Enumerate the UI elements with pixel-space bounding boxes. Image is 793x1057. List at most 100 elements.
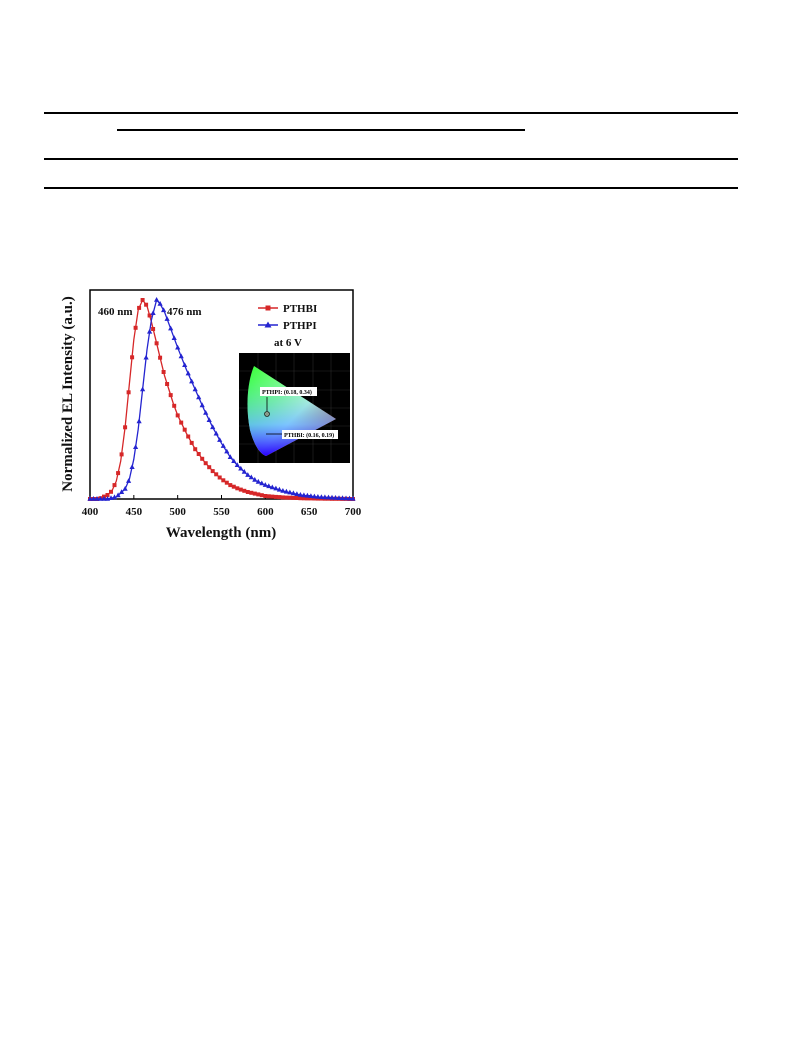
series-marker-pthpi [115,492,121,498]
series-marker-pthpi [227,454,233,459]
series-marker-pthpi [332,495,339,500]
series-marker-pthpi [255,478,261,484]
series-marker-pthbi [119,452,124,457]
series-marker-pthbi [130,355,135,360]
series-marker-pthbi [256,492,261,497]
series-marker-pthbi [217,475,222,480]
series-marker-pthpi [154,297,160,302]
legend-marker-pthpi [264,321,272,328]
series-marker-pthpi [189,378,195,384]
series-marker-pthpi [175,344,181,350]
series-marker-pthpi [168,325,174,331]
series-marker-pthpi [343,495,349,501]
series-marker-pthpi [315,494,321,499]
cie-label-box-pthpi [260,387,317,396]
series-marker-pthpi [248,474,254,480]
series-marker-pthbi [228,483,233,488]
series-marker-pthpi [231,458,237,463]
legend: PTHBI PTHPI at 6 V [258,303,317,349]
series-marker-pthbi [154,341,159,346]
series-marker-pthbi [312,496,317,501]
series-marker-pthpi [150,310,156,315]
series-marker-pthpi [203,410,209,415]
series-marker-pthbi [263,494,268,498]
series-marker-pthbi [116,471,121,476]
series-marker-pthbi [112,483,117,488]
series-marker-pthpi [294,491,300,496]
x-axis-title: Wavelength (nm) [166,525,276,541]
x-tick-label: 650 [301,506,318,518]
series-marker-pthbi [165,382,170,386]
series-marker-pthbi [182,427,187,432]
series-marker-pthbi [291,495,296,500]
series-marker-pthpi [199,402,205,408]
series-marker-pthpi [325,494,332,500]
series-marker-pthpi [241,468,247,474]
series-marker-pthpi [140,386,146,392]
series-marker-pthbi [305,496,310,501]
x-tick-label: 400 [82,506,99,518]
table-mid-rule [44,158,738,160]
el-spectrum-chart: 400 450 500 550 600 650 700 460 nm 476 nm PTHB… [60,289,362,541]
series-marker-pthbi [301,496,306,501]
series-marker-pthpi [90,496,97,501]
series-marker-pthpi [182,362,188,367]
series-marker-pthbi [249,490,254,495]
x-tick-label: 450 [126,506,143,518]
series-marker-pthpi [101,496,107,501]
series-marker-pthbi [210,469,215,474]
series-marker-pthbi [161,370,166,374]
series-marker-pthpi [220,443,226,448]
series-marker-pthpi [350,495,356,501]
series-marker-pthbi [168,393,173,398]
series-marker-pthpi [147,328,153,334]
series-marker-pthpi [318,494,324,499]
series-marker-pthpi [129,464,135,469]
series-marker-pthpi [234,462,240,467]
series-marker-pthpi [273,485,279,491]
series-marker-pthbi [207,465,212,470]
series-marker-pthbi [242,488,247,493]
series-marker-pthpi [283,488,289,494]
series-marker-pthbi [140,298,145,302]
series-marker-pthbi [179,420,184,425]
series-marker-pthbi [214,472,219,477]
series-marker-pthbi [298,496,303,501]
series-marker-pthbi [147,313,152,318]
series-marker-pthbi [273,494,278,499]
series-marker-pthpi [287,489,293,495]
series-marker-pthbi [186,434,191,439]
series-marker-pthbi [277,495,282,500]
cie-inset: PTHPI: (0.18, 0.34) PTHBI: (0.16, 0.19) [239,353,350,463]
series-marker-pthbi [172,403,177,408]
series-marker-pthpi [119,489,125,494]
series-marker-pthpi [322,494,328,500]
cie-label-pthpi: PTHPI: (0.18, 0.34) [262,389,312,396]
series-marker-pthpi [94,496,100,501]
series-layer [87,297,356,501]
series-marker-pthpi [210,424,216,430]
series-marker-pthbi [123,425,128,430]
series-marker-pthbi [308,496,313,501]
series-marker-pthpi [252,476,258,482]
legend-label-pthbi: PTHBI [283,303,317,315]
series-marker-pthpi [262,482,268,487]
series-marker-pthbi [259,493,264,498]
series-marker-pthpi [136,418,142,424]
series-marker-pthpi [276,486,282,492]
series-marker-pthpi [178,353,184,359]
series-marker-pthbi [231,484,236,489]
series-marker-pthpi [126,478,132,483]
x-tick-label: 550 [213,506,230,518]
series-marker-pthpi [336,495,342,500]
series-marker-pthpi [304,492,310,498]
series-marker-pthbi [221,478,226,483]
series-marker-pthpi [339,495,346,501]
series-marker-pthbi [196,452,201,456]
series-marker-pthpi [164,316,170,321]
series-marker-pthbi [287,495,292,500]
series-marker-pthbi [133,325,138,330]
series-marker-pthbi [266,494,271,499]
series-marker-pthbi [158,355,163,360]
series-marker-pthpi [238,465,244,471]
